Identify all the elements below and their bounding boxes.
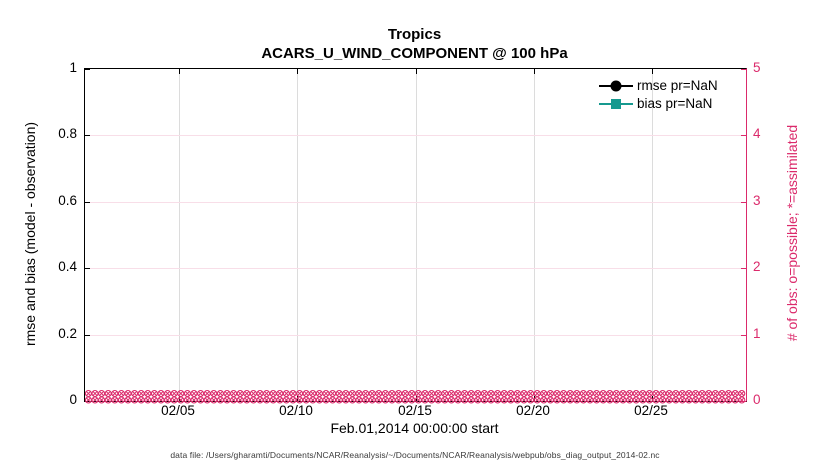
- gridline-horizontal: [85, 202, 746, 203]
- x-tick-mark-top: [297, 69, 298, 74]
- y-axis-left-label: rmse and bias (model - observation): [22, 121, 38, 347]
- x-tick-label: 02/10: [279, 403, 313, 418]
- gridline-horizontal: [85, 268, 746, 269]
- y-tick-mark-left: [85, 335, 90, 336]
- x-tick-label: 02/25: [634, 403, 668, 418]
- y-axis-right-label: # of obs: o=possible; *=assimilated: [784, 124, 800, 342]
- bias-line-marker-icon: [599, 97, 633, 110]
- chart-title: Tropics: [387, 26, 442, 43]
- x-tick-label: 02/05: [161, 403, 195, 418]
- y-tick-mark-right: [741, 69, 746, 70]
- gridline-vertical: [416, 69, 417, 401]
- y-tick-label-left: 0: [69, 392, 77, 407]
- x-tick-label: 02/15: [398, 403, 432, 418]
- x-axis-label: Feb.01,2014 00:00:00 start: [330, 420, 499, 436]
- y-tick-label-right: 4: [753, 126, 761, 141]
- gridline-horizontal: [85, 135, 746, 136]
- legend-entry-rmse: rmse pr=NaN: [599, 78, 718, 93]
- legend: rmse pr=NaN bias pr=NaN: [599, 78, 718, 111]
- x-tick-mark-top: [652, 69, 653, 74]
- y-tick-label-right: 5: [753, 60, 761, 75]
- y-tick-mark-right: [741, 202, 746, 203]
- gridline-horizontal: [85, 335, 746, 336]
- y-tick-mark-right: [741, 268, 746, 269]
- gridline-vertical: [297, 69, 298, 401]
- x-tick-mark-top: [179, 69, 180, 74]
- y-tick-mark-left: [85, 268, 90, 269]
- y-tick-label-left: 0.8: [58, 126, 77, 141]
- y-tick-label-left: 0.2: [58, 326, 77, 341]
- legend-label-bias: bias pr=NaN: [637, 96, 713, 111]
- rmse-line-marker-icon: [599, 79, 633, 92]
- x-tick-mark-top: [416, 69, 417, 74]
- obs-marker-band: [84, 389, 746, 408]
- y-tick-label-right: 1: [753, 326, 761, 341]
- y-tick-mark-left: [85, 202, 90, 203]
- gridline-vertical: [652, 69, 653, 401]
- y-tick-mark-right: [741, 135, 746, 136]
- y-tick-label-left: 1: [69, 60, 77, 75]
- plot-area: [84, 68, 747, 404]
- y-tick-label-right: 2: [753, 259, 761, 274]
- y-tick-label-right: 0: [753, 392, 761, 407]
- data-file-caption: data file: /Users/gharamti/Documents/NCA…: [170, 450, 660, 460]
- legend-entry-bias: bias pr=NaN: [599, 96, 718, 111]
- obs-count-zero-markers: [84, 389, 746, 404]
- gridline-vertical: [534, 69, 535, 401]
- y-tick-label-left: 0.4: [58, 259, 77, 274]
- x-tick-label: 02/20: [516, 403, 550, 418]
- legend-label-rmse: rmse pr=NaN: [637, 78, 718, 93]
- y-tick-label-right: 3: [753, 193, 761, 208]
- y-tick-label-left: 0.6: [58, 193, 77, 208]
- x-tick-mark-top: [534, 69, 535, 74]
- y-tick-mark-right: [741, 335, 746, 336]
- chart-subtitle: ACARS_U_WIND_COMPONENT @ 100 hPa: [261, 45, 568, 62]
- y-tick-mark-left: [85, 135, 90, 136]
- y-tick-mark-left: [85, 69, 90, 70]
- gridline-vertical: [179, 69, 180, 401]
